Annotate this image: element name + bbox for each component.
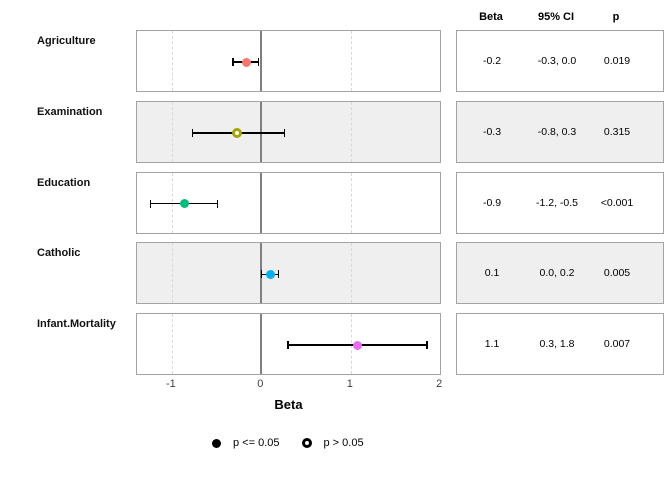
dashed-gridline bbox=[350, 243, 352, 304]
table-cell-ci: 0.3, 1.8 bbox=[539, 338, 575, 350]
open-dot-icon bbox=[301, 438, 312, 448]
errorbar-cap bbox=[257, 58, 260, 66]
table-header-ci: 95% CI bbox=[537, 11, 575, 23]
table-cell-p: 0.007 bbox=[603, 338, 631, 350]
dashed-gridline bbox=[171, 314, 173, 374]
dashed-gridline bbox=[350, 172, 352, 233]
estimate-point bbox=[232, 127, 243, 138]
legend-label: p <= 0.05 bbox=[233, 437, 280, 449]
zero-reference-line bbox=[260, 31, 263, 91]
plot-panel bbox=[136, 313, 441, 375]
plot-panel bbox=[136, 100, 441, 163]
legend-item-nonsignificant: p > 0.05 bbox=[301, 437, 364, 449]
table-row-panel: -0.9 -1.2, -0.5 <0.001 bbox=[456, 171, 664, 234]
table-cell-p: <0.001 bbox=[600, 196, 634, 209]
estimate-point bbox=[241, 57, 251, 67]
x-axis-tick-label: 0 bbox=[257, 378, 264, 390]
table-cell-p: 0.315 bbox=[603, 125, 631, 138]
estimate-point bbox=[265, 269, 275, 279]
legend-item-significant: p <= 0.05 bbox=[212, 437, 280, 449]
errorbar-cap bbox=[426, 341, 428, 349]
x-axis-tick-label: 2 bbox=[436, 378, 443, 390]
zero-reference-line bbox=[260, 101, 263, 162]
table-cell-ci: 0.0, 0.2 bbox=[539, 267, 575, 280]
dashed-gridline bbox=[171, 101, 173, 162]
table-header-beta: Beta bbox=[479, 11, 503, 23]
zero-reference-line bbox=[260, 314, 263, 374]
table-row-panel: 0.1 0.0, 0.2 0.005 bbox=[456, 242, 664, 305]
table-cell-p: 0.005 bbox=[603, 267, 631, 280]
dashed-gridline bbox=[171, 31, 173, 91]
errorbar-cap bbox=[260, 270, 263, 279]
table-cell-beta: -0.9 bbox=[482, 196, 502, 209]
plot-panel bbox=[136, 242, 441, 305]
table-row-panel: 1.1 0.3, 1.8 0.007 bbox=[456, 313, 664, 375]
errorbar-cap bbox=[149, 199, 152, 208]
errorbar-cap bbox=[232, 58, 234, 66]
table-header-p: p bbox=[612, 11, 620, 23]
table-row-panel: -0.2 -0.3, 0.0 0.019 bbox=[456, 30, 664, 92]
dashed-gridline bbox=[350, 31, 352, 91]
dashed-gridline bbox=[350, 101, 352, 162]
errorbar-cap bbox=[277, 270, 280, 279]
errorbar-cap bbox=[287, 341, 289, 349]
errorbar-cap bbox=[216, 199, 219, 208]
errorbar-cap bbox=[191, 128, 194, 137]
zero-reference-line bbox=[260, 172, 263, 233]
table-cell-ci: -0.3, 0.0 bbox=[537, 55, 577, 67]
row-label-infant-mortality: Infant.Mortality bbox=[37, 318, 116, 330]
plot-panel bbox=[136, 171, 441, 234]
table-cell-beta: -0.2 bbox=[482, 55, 502, 67]
table-cell-ci: -0.8, 0.3 bbox=[537, 125, 577, 138]
row-label-catholic: Catholic bbox=[37, 247, 81, 260]
estimate-point bbox=[179, 199, 189, 208]
row-label-agriculture: Agriculture bbox=[37, 35, 96, 47]
table-row-panel: -0.3 -0.8, 0.3 0.315 bbox=[456, 100, 664, 163]
table-cell-ci: -1.2, -0.5 bbox=[535, 196, 579, 209]
table-cell-beta: 0.1 bbox=[484, 267, 500, 280]
dashed-gridline bbox=[171, 172, 173, 233]
errorbar-cap bbox=[283, 128, 286, 137]
table-cell-beta: -0.3 bbox=[482, 125, 502, 138]
dashed-gridline bbox=[350, 314, 352, 374]
estimate-point bbox=[353, 340, 363, 350]
table-cell-p: 0.019 bbox=[603, 55, 631, 67]
row-label-examination: Examination bbox=[37, 105, 103, 118]
table-header-row: Beta 95% CI p bbox=[456, 11, 664, 23]
x-axis-title: Beta bbox=[274, 397, 303, 412]
row-label-education: Education bbox=[37, 176, 91, 189]
x-axis-tick-label: 1 bbox=[346, 378, 353, 390]
plot-panel bbox=[136, 30, 441, 92]
legend-label: p > 0.05 bbox=[323, 437, 364, 449]
filled-dot-icon bbox=[212, 438, 221, 448]
x-axis-tick-label: -1 bbox=[166, 378, 176, 390]
dashed-gridline bbox=[171, 243, 173, 304]
legend: p <= 0.05 p > 0.05 bbox=[212, 437, 364, 449]
table-cell-beta: 1.1 bbox=[484, 338, 500, 350]
